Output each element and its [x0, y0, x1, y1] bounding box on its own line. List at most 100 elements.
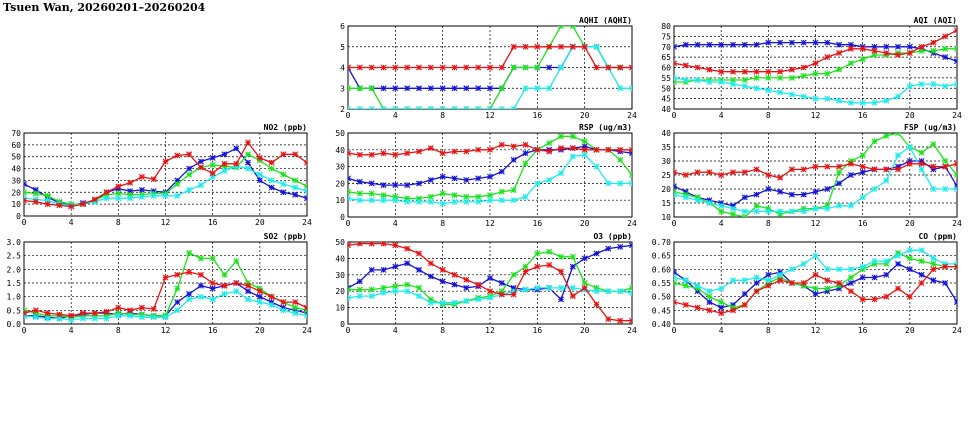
data-point	[32, 307, 39, 314]
data-point	[617, 243, 624, 250]
data-point	[871, 166, 878, 173]
data-point	[605, 64, 612, 71]
data-point	[510, 156, 517, 163]
data-point	[800, 280, 807, 286]
data-point	[197, 293, 204, 300]
data-point	[836, 266, 843, 273]
data-point	[706, 41, 713, 48]
data-point	[510, 43, 517, 50]
data-point	[268, 165, 275, 172]
x-tick-label: 16	[858, 219, 868, 228]
data-point	[895, 93, 901, 100]
data-point	[392, 64, 399, 71]
data-point	[451, 85, 458, 92]
data-point	[487, 64, 493, 71]
data-point	[674, 183, 677, 190]
data-point	[918, 280, 925, 286]
data-point	[475, 106, 482, 109]
data-point	[32, 198, 39, 205]
data-point	[730, 81, 736, 88]
x-tick-label: 24	[627, 219, 637, 228]
data-point	[174, 271, 181, 278]
data-point	[498, 291, 505, 298]
data-point	[753, 274, 760, 281]
y-tick-label: 60	[661, 64, 671, 73]
data-point	[451, 281, 458, 288]
data-point	[475, 193, 482, 200]
data-point	[859, 274, 866, 281]
data-point	[24, 310, 27, 317]
data-point	[730, 68, 736, 75]
data-point	[617, 85, 624, 92]
data-point	[174, 299, 181, 306]
data-point	[741, 41, 748, 48]
data-point	[593, 64, 600, 71]
data-point	[859, 163, 866, 170]
data-point	[451, 198, 458, 205]
y-tick-label: 30	[11, 176, 21, 185]
data-point	[292, 299, 299, 306]
data-point	[558, 43, 564, 50]
data-point	[741, 290, 748, 297]
data-point	[280, 299, 287, 306]
y-tick-label: 50	[661, 84, 671, 93]
data-point	[439, 150, 446, 157]
data-point	[304, 312, 307, 319]
data-point	[392, 197, 399, 204]
data-point	[546, 177, 553, 183]
data-point	[800, 64, 807, 71]
data-point	[380, 64, 387, 71]
y-tick-label: 20	[335, 179, 345, 188]
data-point	[268, 301, 275, 308]
data-point	[534, 284, 541, 291]
data-point	[859, 45, 866, 52]
data-point	[439, 200, 446, 207]
data-point	[127, 179, 134, 186]
data-point	[91, 315, 98, 322]
y-tick-label: 2	[340, 105, 345, 114]
x-tick-label: 4	[69, 218, 74, 227]
data-point	[629, 289, 632, 296]
data-point	[741, 68, 748, 75]
data-point	[593, 301, 600, 308]
x-tick-label: 4	[393, 219, 398, 228]
data-point	[427, 177, 434, 183]
data-point	[788, 39, 795, 46]
chart-so2: 0 4 8 12 16 20 24 0.0 0.5 1.0 1.5 2.0 2.5 3.0 SO2 (ppb…	[7, 232, 312, 335]
x-tick-label: 12	[161, 326, 171, 335]
data-point	[788, 91, 795, 98]
data-point	[718, 310, 725, 317]
data-point	[718, 285, 725, 292]
data-point	[498, 85, 505, 92]
data-point	[534, 146, 541, 153]
data-point	[847, 202, 854, 209]
x-tick-label: 24	[302, 218, 312, 227]
y-tick-label: 20	[661, 185, 671, 194]
data-point	[836, 280, 843, 286]
data-point	[522, 43, 529, 50]
data-point	[304, 304, 307, 311]
y-tick-label: 1.0	[7, 293, 22, 302]
data-point	[847, 45, 854, 52]
data-point	[356, 197, 363, 204]
data-point	[209, 255, 216, 262]
data-point	[487, 106, 493, 109]
data-point	[150, 306, 157, 312]
x-tick-label: 4	[719, 111, 724, 120]
data-point	[706, 288, 713, 295]
data-point	[558, 170, 564, 177]
data-point	[292, 184, 299, 191]
data-point	[368, 190, 375, 197]
data-point	[392, 106, 399, 109]
data-point	[930, 277, 937, 284]
data-point	[812, 39, 819, 46]
data-point	[682, 172, 689, 178]
data-point	[115, 190, 122, 197]
data-point	[629, 317, 632, 324]
data-point	[930, 39, 937, 46]
x-tick-label: 24	[952, 326, 962, 335]
data-point	[439, 173, 446, 180]
data-point	[788, 266, 795, 273]
data-point	[427, 85, 434, 92]
